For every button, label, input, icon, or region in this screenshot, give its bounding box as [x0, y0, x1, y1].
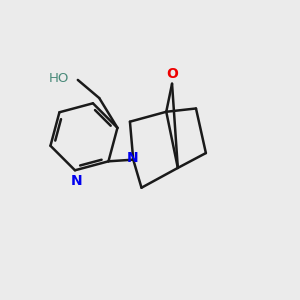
- Text: HO: HO: [49, 72, 70, 85]
- Text: O: O: [166, 68, 178, 82]
- Text: N: N: [127, 151, 138, 165]
- Text: N: N: [71, 174, 82, 188]
